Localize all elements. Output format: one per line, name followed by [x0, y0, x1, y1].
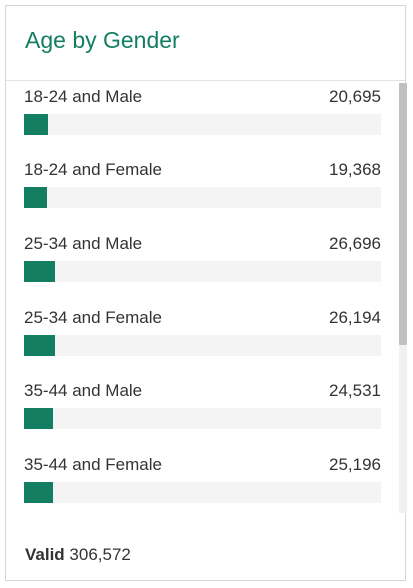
item-value: 25,196	[329, 455, 381, 474]
valid-total: Valid 306,572	[25, 544, 131, 566]
bar-fill	[24, 482, 53, 503]
age-by-gender-card: Age by Gender 18-24 and Male 20,695 18-2…	[5, 5, 407, 581]
bar-track	[24, 335, 381, 356]
bar-track	[24, 482, 381, 503]
bar-fill	[24, 408, 53, 429]
item-value: 26,194	[329, 308, 381, 327]
list-item: 18-24 and Male 20,695	[24, 86, 381, 146]
bar-track	[24, 408, 381, 429]
bar-track	[24, 114, 381, 135]
bar-fill	[24, 261, 55, 282]
bar-track	[24, 261, 381, 282]
item-label: 35-44 and Male	[24, 381, 143, 400]
item-label: 35-44 and Female	[24, 455, 162, 474]
list-item: 35-44 and Male 24,531	[24, 380, 381, 440]
title-divider	[6, 80, 405, 81]
bar-fill	[24, 114, 48, 135]
list-item: 25-34 and Female 26,194	[24, 307, 381, 367]
item-label: 25-34 and Male	[24, 234, 143, 253]
valid-value: 306,572	[69, 545, 131, 564]
bar-fill	[24, 187, 47, 208]
bar-track	[24, 187, 381, 208]
valid-label: Valid	[25, 545, 65, 564]
item-value: 20,695	[329, 87, 381, 106]
scrollbar-thumb[interactable]	[399, 83, 407, 345]
item-label: 25-34 and Female	[24, 308, 162, 327]
list-item: 35-44 and Female 25,196	[24, 454, 381, 514]
item-value: 26,696	[329, 234, 381, 253]
card-title: Age by Gender	[25, 27, 180, 53]
item-label: 18-24 and Female	[24, 160, 162, 179]
item-value: 19,368	[329, 160, 381, 179]
list-item: 18-24 and Female 19,368	[24, 159, 381, 219]
item-label: 18-24 and Male	[24, 87, 143, 106]
list-item: 25-34 and Male 26,696	[24, 233, 381, 293]
breakdown-list[interactable]: 18-24 and Male 20,695 18-24 and Female 1…	[6, 81, 407, 517]
vertical-scrollbar[interactable]	[399, 83, 407, 513]
bar-fill	[24, 335, 55, 356]
item-value: 24,531	[329, 381, 381, 400]
